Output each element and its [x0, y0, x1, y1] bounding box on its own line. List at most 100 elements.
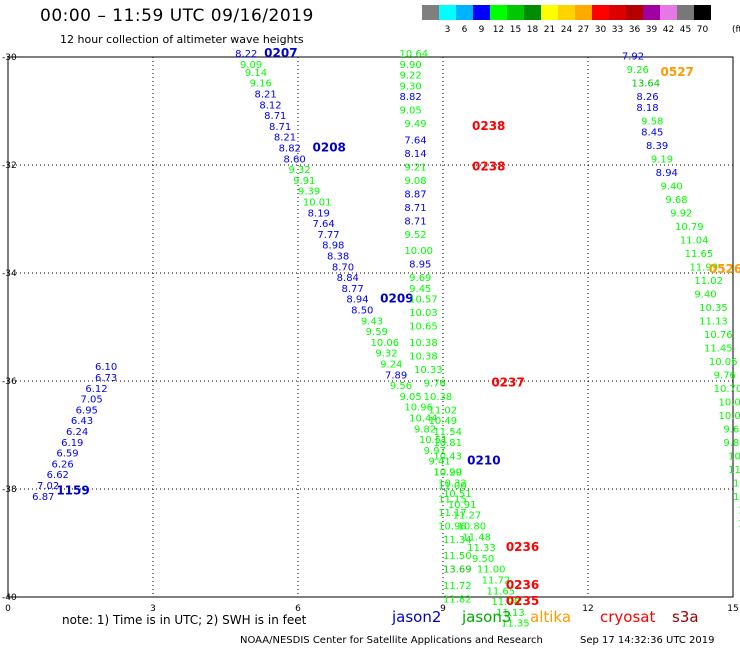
- swh-value-label: 10.43: [433, 451, 462, 462]
- y-tick-label: -34: [2, 269, 17, 279]
- page-subtitle: 12 hour collection of altimeter wave hei…: [60, 33, 304, 46]
- legend-jason2: jason2: [392, 608, 442, 626]
- swh-value-label: 10.51: [419, 435, 448, 446]
- swh-value-label: 11: [738, 505, 740, 516]
- swh-value-label: 10.79: [675, 222, 704, 233]
- swh-value-label: 11.72: [482, 576, 511, 587]
- legend-cryosat: cryosat: [600, 608, 656, 626]
- swh-value-label: 11.02: [429, 405, 458, 416]
- legend-swatch: [490, 5, 507, 20]
- swh-value-label: 8.60: [284, 154, 306, 165]
- y-tick-label: -30: [2, 53, 17, 63]
- swh-value-label: 9.58: [641, 117, 663, 128]
- swh-value-label: 7.64: [404, 135, 426, 146]
- swh-value-label: 8.94: [656, 168, 678, 179]
- swh-value-label: 11.65: [487, 586, 516, 597]
- swh-value-label: 11.04: [680, 235, 709, 246]
- swh-value-label: 8.87: [404, 189, 426, 200]
- legend-unit: (ft): [732, 25, 740, 35]
- swh-value-label: 8.82: [279, 144, 301, 155]
- legend-tick-label: 12: [492, 25, 505, 35]
- swh-value-label: 10.64: [400, 49, 429, 60]
- swh-value-label: 10.10: [728, 451, 740, 462]
- legend-altika: altika: [530, 608, 572, 626]
- legend-swatch: [507, 5, 524, 20]
- swh-value-label: 6.43: [71, 416, 93, 427]
- swh-value-label: 8.50: [351, 306, 373, 317]
- swh-value-label: 10.57: [409, 295, 438, 306]
- pass-time-label: 0207: [264, 46, 297, 60]
- swh-value-label: 7.89: [385, 370, 407, 381]
- swh-value-label: 11.35: [501, 619, 530, 630]
- y-tick-label: -36: [2, 377, 17, 387]
- swh-value-label: 8.45: [641, 127, 663, 138]
- timestamp: Sep 17 14:32:36 UTC 2019: [580, 635, 715, 646]
- swh-value-label: 11.15: [438, 495, 467, 506]
- swh-value-label: 10.76: [704, 330, 733, 341]
- swh-value-label: 9.59: [366, 327, 388, 338]
- swh-value-label: 9.16: [250, 79, 272, 90]
- legend-tick-label: 24: [560, 25, 573, 35]
- swh-value-label: 11.1: [733, 492, 740, 503]
- swh-value-label: 7.77: [317, 230, 339, 241]
- swh-value-label: 9.90: [400, 60, 422, 71]
- legend-tick-label: 6: [461, 25, 468, 35]
- swh-value-label: 10.65: [409, 322, 438, 333]
- swh-value-label: 10.96: [438, 522, 467, 533]
- swh-value-label: 9.92: [670, 208, 692, 219]
- swh-value-label: 10.00: [404, 246, 433, 257]
- legend-tick-label: 42: [662, 25, 675, 35]
- swh-value-label: 9.49: [404, 119, 426, 130]
- swh-value-label: 9.52: [404, 230, 426, 241]
- plot-frame: [7, 56, 734, 598]
- swh-value-label: 6.26: [52, 459, 74, 470]
- swh-value-label: 10.38: [409, 338, 438, 349]
- pass-time-label: 0235: [506, 594, 539, 608]
- credit-text: NOAA/NESDIS Center for Satellite Applica…: [240, 635, 543, 646]
- pass-time-label: 0236: [506, 540, 539, 554]
- swh-value-label: 11.82: [443, 594, 472, 605]
- legend-tick-label: 30: [594, 25, 607, 35]
- swh-value-label: 6.12: [85, 384, 107, 395]
- swh-value-label: 9.09: [240, 60, 262, 71]
- legend-tick-label: 70: [696, 25, 709, 35]
- swh-value-label: 6.59: [56, 449, 78, 460]
- legend-tick-label: 33: [611, 25, 624, 35]
- swh-value-label: 8.21: [255, 90, 277, 101]
- swh-value-label: 13.69: [443, 565, 472, 576]
- swh-value-label: 11.50: [443, 551, 472, 562]
- swh-value-label: 11.02: [694, 276, 723, 287]
- swh-value-label: 9.24: [380, 360, 402, 371]
- swh-value-label: 8.84: [337, 273, 359, 284]
- y-tick-label: -40: [2, 593, 17, 603]
- swh-value-label: 7.64: [313, 219, 335, 230]
- legend-swatch: [694, 5, 711, 20]
- pass-time-label: 0210: [467, 454, 500, 468]
- page-title: 00:00 – 11:59 UTC 09/16/2019: [40, 6, 314, 26]
- pass-time-label: 0238: [472, 159, 505, 173]
- pass-time-label: 0527: [661, 65, 694, 79]
- legend-swatch: [524, 5, 541, 20]
- legend-swatch: [541, 5, 558, 20]
- swh-value-label: 9.76: [424, 378, 446, 389]
- swh-value-label: 11.54: [433, 427, 462, 438]
- legend-swatch: [626, 5, 643, 20]
- swh-value-label: 8.71: [264, 111, 286, 122]
- swh-value-label: 10.04: [719, 411, 740, 422]
- swh-value-label: 9.05: [400, 106, 422, 117]
- swh-value-label: 9.30: [400, 81, 422, 92]
- swh-value-label: 9.45: [409, 284, 431, 295]
- swh-value-label: 10.03: [409, 308, 438, 319]
- x-tick-label: 12: [582, 604, 593, 614]
- swh-value-label: 10.49: [429, 416, 458, 427]
- swh-value-label: 9.40: [694, 289, 716, 300]
- y-tick-label: -32: [2, 161, 17, 171]
- legend-tick-label: 45: [679, 25, 692, 35]
- swh-value-label: 11.17: [438, 508, 467, 519]
- swh-value-label: 10.06: [709, 357, 738, 368]
- swh-value-label: 6.73: [95, 373, 117, 384]
- swh-value-label: 6.10: [95, 362, 117, 373]
- swh-value-label: 9.56: [390, 381, 412, 392]
- swh-value-label: 6.95: [76, 405, 98, 416]
